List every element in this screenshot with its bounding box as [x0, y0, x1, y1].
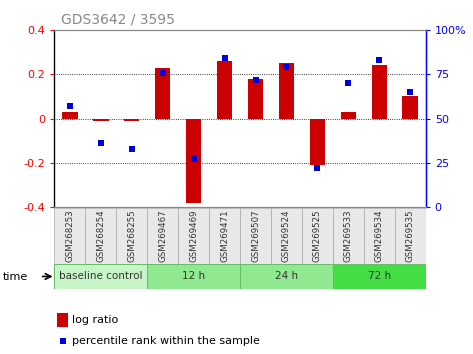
Point [59, 338, 66, 344]
Text: GSM268254: GSM268254 [96, 210, 105, 262]
Bar [310, 119, 325, 165]
Bar [93, 119, 108, 121]
Bar [124, 119, 140, 121]
Point [128, 146, 136, 152]
Text: GSM268253: GSM268253 [65, 210, 74, 262]
Bar [62, 112, 78, 119]
Text: GSM269525: GSM269525 [313, 210, 322, 262]
Point [406, 89, 414, 95]
Bar [240, 208, 271, 264]
Bar [333, 208, 364, 264]
Bar [178, 208, 209, 264]
Point [314, 165, 321, 171]
Bar [395, 208, 426, 264]
Bar [54, 208, 85, 264]
Bar [240, 264, 333, 289]
Point [221, 56, 228, 61]
Text: GSM269469: GSM269469 [189, 210, 198, 262]
Point [283, 64, 290, 70]
Text: baseline control: baseline control [59, 272, 142, 281]
Bar [372, 65, 387, 119]
Bar [209, 208, 240, 264]
Bar [333, 264, 426, 289]
Text: GSM269471: GSM269471 [220, 210, 229, 262]
Text: percentile rank within the sample: percentile rank within the sample [72, 336, 260, 346]
Bar [271, 208, 302, 264]
Text: 72 h: 72 h [368, 272, 391, 281]
Point [190, 156, 197, 162]
Bar [403, 96, 418, 119]
Text: GSM268255: GSM268255 [127, 210, 136, 262]
Text: GSM269524: GSM269524 [282, 210, 291, 262]
Text: GSM269535: GSM269535 [406, 210, 415, 262]
Bar [147, 264, 240, 289]
Text: GSM269534: GSM269534 [375, 210, 384, 262]
Bar [341, 112, 356, 119]
Bar [85, 208, 116, 264]
Point [376, 57, 383, 63]
Point [66, 103, 74, 109]
Text: GSM269507: GSM269507 [251, 210, 260, 262]
Text: GSM269533: GSM269533 [344, 210, 353, 262]
Bar [302, 208, 333, 264]
Point [159, 70, 166, 75]
Text: 12 h: 12 h [182, 272, 205, 281]
Point [344, 80, 352, 86]
Bar [186, 119, 201, 202]
Point [97, 141, 105, 146]
Text: 24 h: 24 h [275, 272, 298, 281]
Bar [147, 208, 178, 264]
Text: time: time [2, 272, 27, 282]
Point [252, 77, 259, 82]
Text: GSM269467: GSM269467 [158, 210, 167, 262]
Bar [364, 208, 395, 264]
Text: log ratio: log ratio [72, 315, 118, 325]
Bar [217, 61, 232, 119]
Bar [279, 63, 294, 119]
Bar [54, 264, 147, 289]
Bar [116, 208, 147, 264]
Text: GDS3642 / 3595: GDS3642 / 3595 [61, 12, 175, 27]
Bar [248, 79, 263, 119]
Bar [155, 68, 170, 119]
Bar [57, 313, 68, 327]
